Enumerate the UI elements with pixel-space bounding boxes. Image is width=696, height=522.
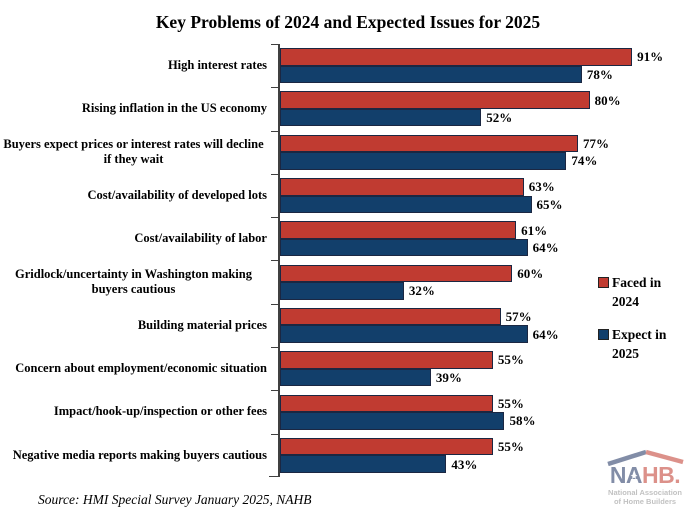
chart-row: Negative media reports making buyers cau… [0, 433, 672, 477]
category-label: Buyers expect prices or interest rates w… [3, 136, 264, 167]
bar-group: 60% 32% [271, 260, 672, 304]
bar-expect-2025 [280, 108, 482, 127]
chart-row: Buyers expect prices or interest rates w… [0, 130, 672, 174]
chart-row: Cost/availability of labor 61% 64% [0, 217, 672, 261]
category-label: Impact/hook-up/inspection or other fees [53, 404, 267, 419]
source-note: Source: HMI Special Survey January 2025,… [38, 492, 312, 507]
value-label: 43% [451, 456, 478, 472]
bar-faced-2024 [280, 264, 513, 283]
legend-entry: Expect in 2025 [598, 326, 688, 364]
value-label: 55% [497, 352, 524, 368]
bar-expect-2025 [280, 412, 505, 430]
nahb-subtitle-line2: of Home Builders [613, 497, 677, 507]
value-label: 78% [586, 66, 613, 82]
category-label: Negative media reports making buyers cau… [12, 447, 267, 462]
value-label: 80% [594, 92, 621, 108]
bar-expect-2025 [280, 282, 404, 300]
bar-faced-2024 [280, 351, 493, 369]
value-label: 64% [532, 240, 559, 256]
chart-row: Impact/hook-up/inspection or other fees 5… [0, 390, 672, 434]
bar-faced-2024 [280, 178, 524, 196]
bar-group: 55% 39% [271, 347, 672, 391]
star-icon: ★ [630, 471, 638, 481]
category-label: Concern about employment/economic situat… [15, 360, 267, 375]
value-label: 55% [497, 439, 524, 455]
bar-group: 91% 78% [271, 44, 672, 88]
value-label: 91% [637, 49, 664, 65]
chart-row: High interest rates 91% 78% [0, 44, 672, 88]
bar-group: 55% 43% [271, 433, 672, 477]
bar-expect-2025 [280, 238, 528, 257]
nahb-subtitle-line1: National Association [608, 488, 682, 497]
bar-faced-2024 [280, 48, 633, 66]
legend: Faced in 2024 Expect in 2025 [598, 274, 688, 364]
bar-expect-2025 [280, 368, 431, 387]
value-label: 61% [521, 222, 548, 238]
legend-entry: Faced in 2024 [598, 274, 688, 312]
chart-row: Rising inflation in the US economy 80% 52% [0, 87, 672, 131]
legend-swatch-icon [598, 277, 609, 288]
legend-label: Faced in 2024 [612, 275, 662, 309]
bar-faced-2024 [280, 134, 578, 153]
value-label: 63% [528, 179, 555, 195]
bar-faced-2024 [280, 307, 501, 326]
chart-row: Concern about employment/economic situat… [0, 347, 672, 391]
nahb-wordmark: NAHB. ★ [602, 464, 688, 487]
legend-label: Expect in 2025 [612, 326, 667, 361]
bar-group: 55% 58% [271, 390, 672, 434]
bar-faced-2024 [280, 91, 590, 109]
roof-icon [607, 449, 684, 466]
value-label: 65% [536, 196, 563, 212]
value-label: 60% [517, 265, 544, 281]
value-label: 77% [582, 135, 609, 151]
chart-row: Building material prices 57% 64% [0, 303, 672, 348]
bar-group: 77% 74% [271, 130, 672, 174]
bar-expect-2025 [280, 152, 567, 170]
bar-expect-2025 [280, 195, 532, 214]
bar-expect-2025 [280, 455, 447, 473]
value-label: 39% [435, 369, 462, 385]
category-label: Building material prices [137, 317, 267, 332]
bar-faced-2024 [280, 437, 493, 456]
nahb-hb-letters: HB. [642, 462, 681, 488]
bar-faced-2024 [280, 221, 517, 239]
category-label: Rising inflation in the US economy [81, 101, 267, 116]
bar-faced-2024 [280, 394, 493, 413]
value-label: 32% [408, 283, 435, 299]
category-label: Cost/availability of developed lots [87, 187, 267, 202]
bar-chart: High interest rates 91% 78% Rising inflatio… [0, 44, 672, 477]
nahb-subtitle: National Association of Home Builders [602, 488, 688, 507]
chart-row: Gridlock/uncertainty in Washington makin… [0, 260, 672, 304]
value-label: 57% [505, 309, 532, 325]
legend-swatch-icon [598, 328, 609, 340]
bar-group: 63% 65% [271, 173, 672, 218]
nahb-logo: NAHB. ★ National Association of Home Bui… [602, 448, 688, 507]
value-label: 74% [571, 153, 598, 169]
bar-group: 61% 64% [271, 217, 672, 261]
category-label: Cost/availability of labor [134, 231, 267, 246]
bar-expect-2025 [280, 325, 528, 343]
chart-row: Cost/availability of developed lots 63% 65… [0, 173, 672, 218]
chart-title: Key Problems of 2024 and Expected Issues… [155, 12, 541, 32]
value-label: 64% [532, 326, 559, 342]
bar-group: 57% 64% [271, 303, 672, 348]
category-label: Gridlock/uncertainty in Washington makin… [15, 266, 252, 297]
category-label: High interest rates [167, 57, 267, 72]
bar-expect-2025 [280, 65, 582, 84]
value-label: 55% [497, 395, 524, 411]
value-label: 58% [509, 413, 536, 429]
value-label: 52% [486, 110, 513, 126]
bar-group: 80% 52% [271, 87, 672, 131]
nahb-na-letters: NA [609, 462, 643, 488]
